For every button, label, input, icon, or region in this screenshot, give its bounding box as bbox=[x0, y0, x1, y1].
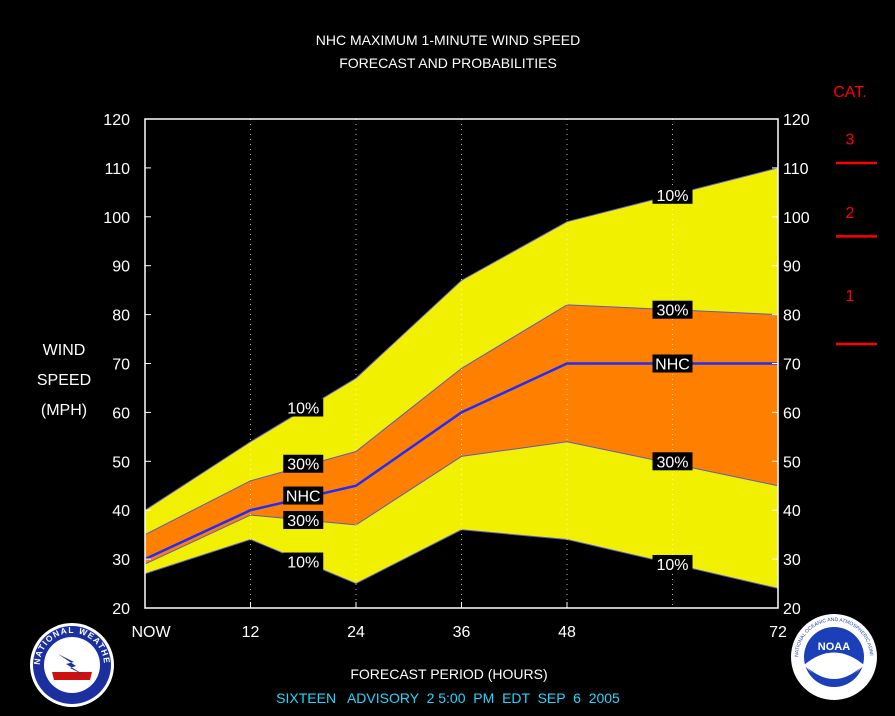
y-tick-label-left: 60 bbox=[112, 405, 130, 422]
y-tick-label-left: 90 bbox=[112, 259, 130, 276]
y-tick-label-right: 90 bbox=[783, 259, 801, 276]
upper-10-boundary bbox=[145, 167, 778, 511]
y-tick-label-right: 100 bbox=[783, 210, 810, 227]
band-label: 10% bbox=[656, 557, 688, 574]
y-tick-label-left: 120 bbox=[103, 112, 130, 129]
y-tick-label-left: 100 bbox=[103, 210, 130, 227]
category-label: 2 bbox=[846, 205, 855, 222]
y-tick-label-left: 50 bbox=[112, 454, 130, 471]
y-tick-label-left: 40 bbox=[112, 503, 130, 520]
band-label: 10% bbox=[287, 401, 319, 418]
band-label: NHC bbox=[655, 357, 690, 374]
band-label: 30% bbox=[287, 457, 319, 474]
x-tick-label: 12 bbox=[242, 624, 260, 641]
band-label: 30% bbox=[287, 513, 319, 530]
lower-30-boundary bbox=[145, 441, 778, 565]
x-tick-label: 36 bbox=[453, 624, 471, 641]
nws-logo-text: NATIONAL WEATHER SERVICE bbox=[0, 0, 112, 665]
band-label-bg bbox=[283, 454, 324, 473]
x-tick-label: 48 bbox=[558, 624, 576, 641]
band-label-bg bbox=[283, 510, 324, 529]
category-label: 1 bbox=[846, 288, 855, 305]
band-label-bg bbox=[652, 554, 693, 573]
band-label: 30% bbox=[656, 303, 688, 320]
band-label: 10% bbox=[656, 188, 688, 205]
x-tick-label: 72 bbox=[769, 624, 787, 641]
advisory-footer: SIXTEEN ADVISORY 2 5:00 PM EDT SEP 6 200… bbox=[276, 690, 620, 706]
band-label-bg bbox=[283, 552, 324, 571]
category-title: CAT. bbox=[833, 84, 866, 101]
band-label-bg bbox=[652, 185, 693, 204]
band-label: NHC bbox=[286, 489, 321, 506]
x-axis-label: FORECAST PERIOD (HOURS) bbox=[350, 666, 547, 682]
band-label-bg bbox=[652, 452, 693, 471]
y-tick-label-right: 80 bbox=[783, 308, 801, 325]
y-tick-label-right: 110 bbox=[783, 161, 809, 178]
upper-30-boundary bbox=[145, 304, 778, 536]
noaa-logo-text: NOAA bbox=[818, 641, 850, 653]
band-label-bg bbox=[652, 354, 693, 373]
y-axis-label: WIND SPEED (MPH) bbox=[37, 342, 91, 419]
category-label: 3 bbox=[846, 132, 855, 149]
y-tick-label-right: 50 bbox=[783, 454, 801, 471]
y-tick-label-right: 120 bbox=[783, 112, 810, 129]
band-label-bg bbox=[283, 486, 324, 505]
x-tick-label: NOW bbox=[131, 624, 171, 641]
y-tick-label-left: 80 bbox=[112, 308, 130, 325]
y-tick-label-right: 20 bbox=[783, 601, 801, 618]
band-label-bg bbox=[652, 300, 693, 319]
band-label-bg bbox=[283, 398, 324, 417]
x-tick-label: 24 bbox=[347, 624, 365, 641]
y-axis-label-line: (MPH) bbox=[41, 402, 87, 419]
y-tick-label-left: 20 bbox=[112, 601, 130, 618]
nhc-forecast-line bbox=[145, 362, 778, 561]
band-label: 30% bbox=[656, 454, 688, 471]
chart-subtitle: FORECAST AND PROBABILITIES bbox=[339, 55, 557, 71]
chart-title: NHC MAXIMUM 1-MINUTE WIND SPEED bbox=[316, 32, 580, 48]
y-axis-label-line: WIND bbox=[43, 342, 86, 359]
y-tick-label-right: 30 bbox=[783, 552, 801, 569]
y-axis-label-line: SPEED bbox=[37, 372, 91, 389]
y-tick-label-left: 110 bbox=[104, 161, 130, 178]
y-tick-label-left: 30 bbox=[112, 552, 130, 569]
y-tick-label-right: 60 bbox=[783, 405, 801, 422]
y-tick-label-left: 70 bbox=[112, 357, 130, 374]
band-label: 10% bbox=[287, 555, 319, 572]
category-scale: CAT. 3 2 1 bbox=[833, 84, 877, 346]
lower-10-boundary bbox=[145, 529, 778, 589]
y-tick-label-right: 70 bbox=[783, 357, 801, 374]
y-tick-label-right: 40 bbox=[783, 503, 801, 520]
